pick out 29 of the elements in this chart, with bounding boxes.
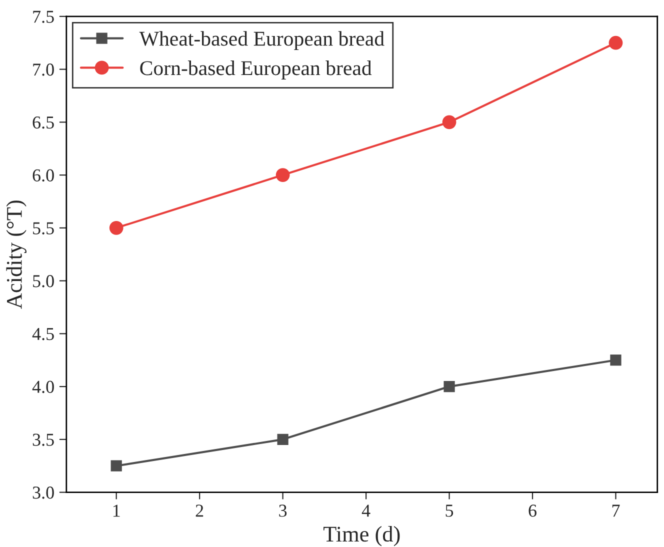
y-tick-label: 3.0 [32,486,54,499]
y-tick-label: 6.0 [32,169,54,182]
point [277,434,288,445]
x-tick-label: 3 [279,504,287,517]
x-tick-label: 7 [612,504,620,517]
point [110,460,122,472]
x-tick-label: 1 [113,504,120,517]
x-axis-title: Time (d) [323,526,400,546]
x-tick-label: 6 [528,504,536,517]
y-tick-label: 5.0 [33,275,54,288]
point [109,220,124,235]
y-tick-label: 4.0 [32,380,54,394]
y-axis-title: Acidity (°T) [6,200,26,309]
y-tick-label: 5.5 [33,222,54,234]
point [608,36,623,50]
y-tick-label: 3.5 [32,434,54,446]
x-tick-label: 5 [446,504,454,517]
y-tick-label: 4.5 [32,328,54,340]
x-tick-label: 2 [196,504,204,517]
point [276,168,290,182]
y-tick-label: 7.0 [33,64,54,76]
legend-label: Wheat-based European bread [139,31,384,50]
point [442,115,456,130]
x-tick-label: 4 [362,504,370,517]
point [444,380,455,392]
legend-label: Corn-based European bread [140,60,372,80]
point [610,354,622,366]
y-tick-label: 7.5 [33,10,54,23]
y-tick-label: 6.5 [32,116,54,129]
